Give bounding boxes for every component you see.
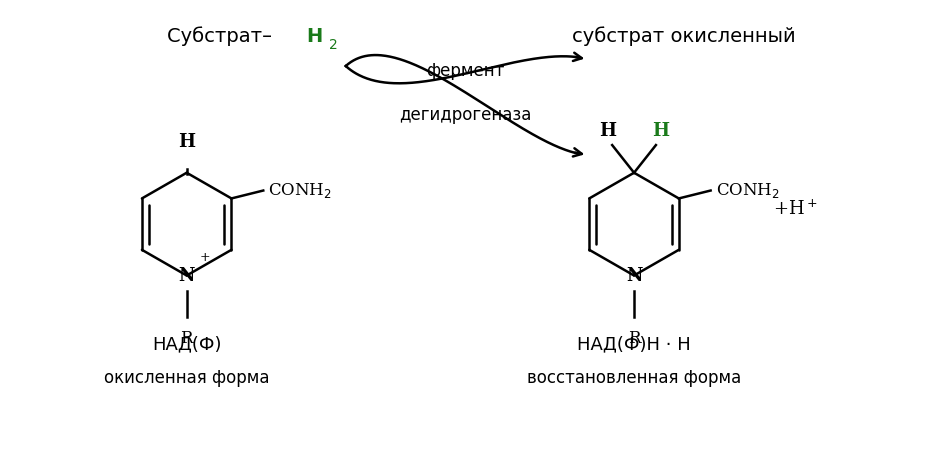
Text: H: H xyxy=(651,122,668,140)
Text: R: R xyxy=(627,330,640,347)
Text: CONH$_2$: CONH$_2$ xyxy=(268,181,331,200)
Text: +H$^+$: +H$^+$ xyxy=(772,200,817,219)
Text: дегидрогеназа: дегидрогеназа xyxy=(398,106,531,124)
Text: 2: 2 xyxy=(329,38,337,52)
Text: CONH$_2$: CONH$_2$ xyxy=(715,181,779,200)
Text: N: N xyxy=(178,266,194,285)
Text: окисленная форма: окисленная форма xyxy=(104,370,269,387)
Text: фермент: фермент xyxy=(426,62,504,80)
Text: R: R xyxy=(180,330,193,347)
Text: H: H xyxy=(598,122,615,140)
Text: H: H xyxy=(178,133,195,151)
Text: восстановленная форма: восстановленная форма xyxy=(527,370,740,387)
Text: Субстрат–: Субстрат– xyxy=(167,27,278,46)
Text: H: H xyxy=(306,27,322,46)
Text: субстрат окисленный: субстрат окисленный xyxy=(571,27,795,46)
Text: N: N xyxy=(625,266,642,285)
Text: НАД(Ф)Н · Н: НАД(Ф)Н · Н xyxy=(577,336,690,354)
Text: НАД(Ф): НАД(Ф) xyxy=(152,336,221,354)
Text: +: + xyxy=(199,251,210,264)
